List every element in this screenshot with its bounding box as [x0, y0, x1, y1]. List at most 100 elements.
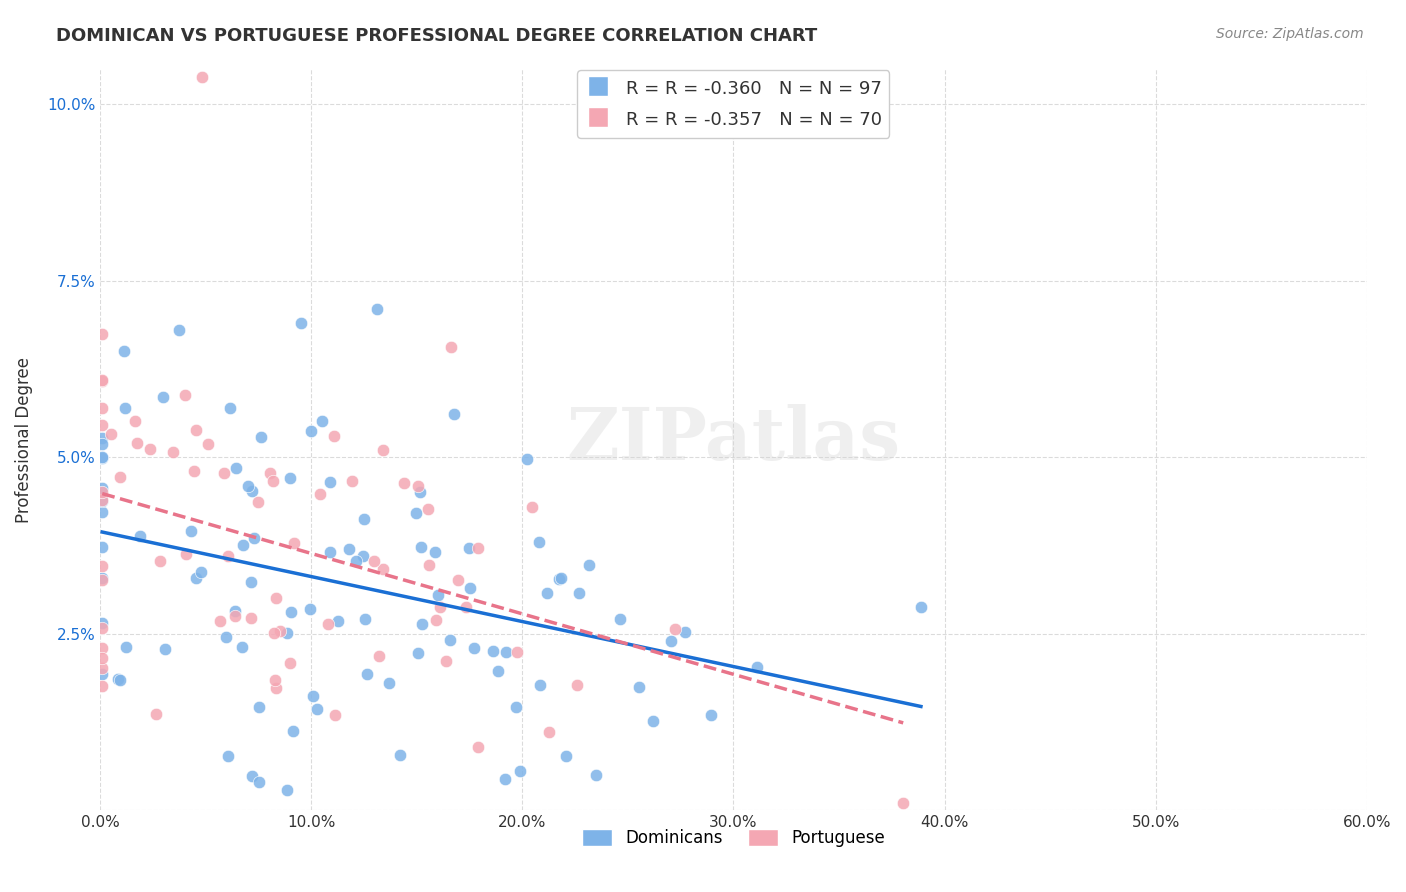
- Point: [447, 573, 470, 587]
- Point: [371, 562, 394, 576]
- Point: [263, 625, 285, 640]
- Point: [443, 408, 465, 422]
- Text: ZIPatlas: ZIPatlas: [567, 404, 900, 475]
- Point: [114, 401, 136, 415]
- Point: [337, 541, 360, 556]
- Point: [411, 540, 433, 554]
- Point: [578, 558, 600, 572]
- Point: [891, 797, 914, 811]
- Point: [434, 654, 457, 668]
- Point: [307, 702, 329, 716]
- Point: [352, 549, 374, 563]
- Point: [411, 616, 433, 631]
- Point: [283, 536, 305, 550]
- Point: [467, 541, 489, 555]
- Point: [218, 748, 240, 763]
- Point: [162, 445, 184, 459]
- Point: [149, 554, 172, 568]
- Point: [91, 485, 114, 500]
- Text: Source: ZipAtlas.com: Source: ZipAtlas.com: [1216, 27, 1364, 41]
- Point: [388, 747, 411, 762]
- Point: [219, 401, 242, 415]
- Point: [91, 374, 114, 388]
- Point: [225, 461, 247, 475]
- Point: [139, 442, 162, 456]
- Point: [495, 645, 517, 659]
- Point: [283, 724, 305, 739]
- Point: [278, 656, 301, 670]
- Point: [340, 475, 363, 489]
- Point: [264, 681, 287, 696]
- Point: [425, 614, 447, 628]
- Point: [406, 479, 429, 493]
- Point: [107, 672, 129, 686]
- Point: [269, 624, 291, 638]
- Point: [280, 605, 302, 619]
- Point: [418, 558, 440, 572]
- Point: [91, 373, 114, 387]
- Point: [91, 450, 114, 465]
- Point: [239, 610, 262, 624]
- Point: [91, 401, 114, 415]
- Point: [323, 708, 346, 723]
- Point: [416, 502, 439, 516]
- Point: [661, 634, 683, 648]
- Point: [174, 547, 197, 561]
- Point: [240, 768, 263, 782]
- Point: [91, 573, 114, 587]
- Point: [429, 599, 451, 614]
- Point: [344, 554, 367, 568]
- Point: [190, 566, 212, 580]
- Point: [538, 724, 561, 739]
- Point: [910, 599, 932, 614]
- Legend: Dominicans, Portuguese: Dominicans, Portuguese: [575, 822, 891, 855]
- Point: [555, 749, 578, 764]
- Point: [115, 640, 138, 655]
- Point: [247, 495, 270, 509]
- Point: [318, 475, 340, 489]
- Point: [112, 343, 135, 358]
- Point: [238, 479, 260, 493]
- Point: [240, 484, 263, 499]
- Point: [454, 599, 477, 614]
- Point: [173, 388, 195, 402]
- Point: [262, 474, 284, 488]
- Point: [264, 673, 287, 688]
- Point: [301, 689, 323, 703]
- Point: [91, 541, 114, 555]
- Point: [249, 699, 271, 714]
- Point: [311, 414, 333, 428]
- Point: [153, 641, 176, 656]
- Point: [91, 431, 114, 445]
- Point: [547, 572, 569, 586]
- Point: [323, 429, 346, 443]
- Point: [536, 586, 558, 600]
- Point: [527, 535, 550, 549]
- Point: [91, 666, 114, 681]
- Point: [197, 436, 219, 450]
- Point: [585, 767, 607, 781]
- Point: [212, 466, 235, 480]
- Point: [108, 470, 131, 484]
- Point: [183, 464, 205, 478]
- Point: [506, 645, 529, 659]
- Point: [567, 678, 589, 692]
- Point: [110, 673, 132, 687]
- Point: [458, 541, 481, 555]
- Point: [278, 471, 301, 485]
- Point: [91, 327, 114, 342]
- Point: [231, 640, 253, 655]
- Point: [356, 666, 378, 681]
- Point: [426, 588, 449, 602]
- Point: [124, 414, 146, 428]
- Point: [180, 524, 202, 539]
- Point: [91, 450, 114, 465]
- Point: [406, 646, 429, 660]
- Point: [127, 436, 149, 450]
- Point: [184, 571, 207, 585]
- Point: [224, 604, 246, 618]
- Point: [91, 641, 114, 656]
- Point: [673, 624, 696, 639]
- Point: [100, 427, 122, 442]
- Point: [550, 571, 572, 585]
